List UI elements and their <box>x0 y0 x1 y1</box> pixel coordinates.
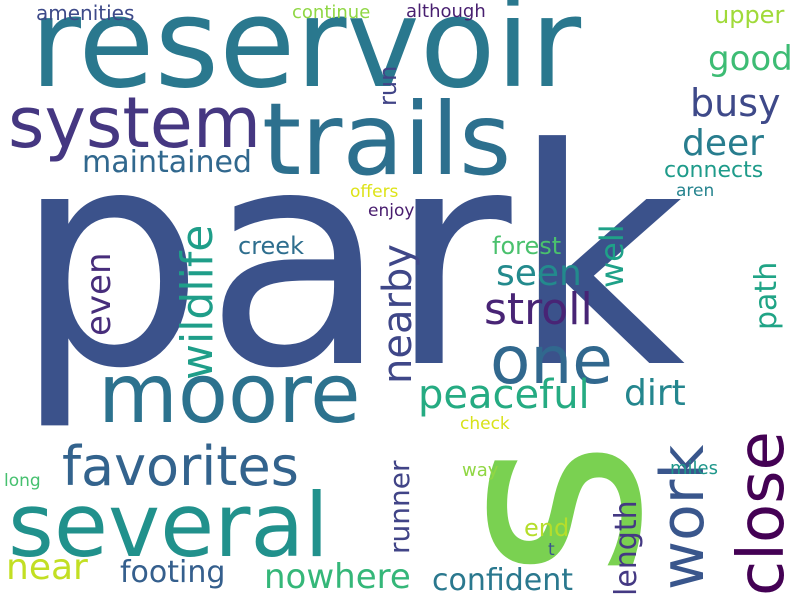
word-aren: aren <box>676 181 715 201</box>
word-nearby: nearby <box>375 244 421 384</box>
word-nowhere: nowhere <box>264 557 411 597</box>
word-although: although <box>406 1 486 22</box>
word-confident: confident <box>432 563 574 598</box>
word-dirt: dirt <box>624 373 686 414</box>
word-system: system <box>8 82 262 164</box>
word-miles: miles <box>670 458 718 479</box>
word-peaceful: peaceful <box>418 372 590 418</box>
word-runner: runner <box>383 460 416 555</box>
word-seen: seen <box>496 253 582 294</box>
word-favorites: favorites <box>62 435 299 498</box>
word-well: well <box>593 224 631 288</box>
word-enjoy: enjoy <box>368 201 415 221</box>
word-reservoir: reservoir <box>30 0 582 116</box>
word-stroll: stroll <box>484 284 593 335</box>
word-busy: busy <box>690 81 781 125</box>
word-maintained: maintained <box>82 145 252 180</box>
word-long: long <box>4 471 41 491</box>
word-amenities: amenities <box>36 1 135 25</box>
word-path: path <box>749 261 784 330</box>
word-trails: trails <box>262 81 512 198</box>
word-way: way <box>462 460 499 481</box>
word-wildlife: wildlife <box>172 224 223 380</box>
word-even: even <box>79 252 119 336</box>
word-good: good <box>708 39 793 79</box>
word-connects: connects <box>664 158 764 183</box>
word-near: near <box>6 547 88 588</box>
word-footing: footing <box>120 555 226 590</box>
word-continue: continue <box>292 2 371 23</box>
word-end: end <box>524 514 570 542</box>
word-t: t <box>548 540 555 560</box>
word-forest: forest <box>492 232 562 260</box>
word-offers: offers <box>350 182 399 202</box>
word-creek: creek <box>238 232 304 260</box>
word-deer: deer <box>682 123 764 164</box>
word-upper: upper <box>714 1 785 29</box>
word-run: run <box>374 65 402 106</box>
word-one: one <box>490 322 613 399</box>
word-length: length <box>609 500 644 596</box>
word-several: several <box>8 474 329 577</box>
word-moore: moore <box>98 347 361 442</box>
word-check: check <box>460 414 510 434</box>
word-park: park <box>14 85 686 434</box>
word-close: close <box>725 431 799 596</box>
